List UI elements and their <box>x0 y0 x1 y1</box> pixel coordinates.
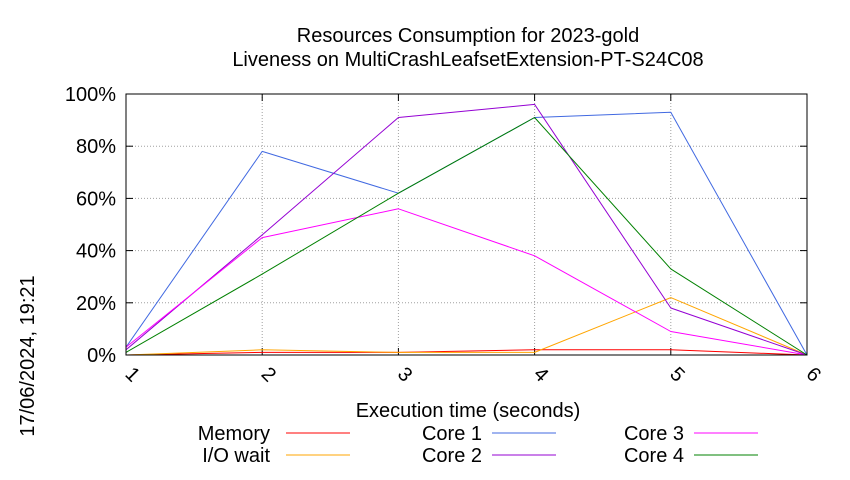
x-tick-label: 5 <box>665 363 688 386</box>
series-line-core-3 <box>125 208 808 356</box>
y-tick-label: 20% <box>76 293 116 315</box>
series-line-core-2 <box>125 103 808 356</box>
legend-label: Core 2 <box>422 445 482 467</box>
y-tick-label: 60% <box>76 188 116 210</box>
chart-subtitle: Liveness on MultiCrashLeafsetExtension-P… <box>232 49 703 71</box>
x-axis-title: Execution time (seconds) <box>356 400 581 422</box>
chart-title: Resources Consumption for 2023-gold <box>297 25 639 47</box>
y-tick-label: 40% <box>76 241 116 263</box>
series-line-core-4 <box>125 117 808 356</box>
legend-label: Memory <box>198 423 270 445</box>
y-axis-ticks: 0% 20% 40% 60% 80% 100% <box>65 84 807 367</box>
legend-label: Core 4 <box>624 445 684 467</box>
series-line-i-o-wait <box>125 297 808 356</box>
x-tick-label: 3 <box>393 363 416 386</box>
legend-label: Core 3 <box>624 423 684 445</box>
x-tick-label: 2 <box>257 363 280 386</box>
x-tick-label: 6 <box>802 363 825 386</box>
grid-lines <box>126 94 807 355</box>
series-line-memory <box>125 349 808 356</box>
y-tick-label: 100% <box>65 84 116 106</box>
series-line-core-1 <box>125 111 808 356</box>
legend-label: I/O wait <box>202 445 270 467</box>
x-tick-label: 4 <box>529 363 552 386</box>
timestamp-stamp: 17/06/2024, 19:21 <box>17 275 39 436</box>
legend-label: Core 1 <box>422 423 482 445</box>
series-lines <box>125 103 808 356</box>
x-axis-ticks: 1 2 3 4 5 6 <box>121 94 825 386</box>
y-tick-label: 0% <box>87 345 116 367</box>
y-tick-label: 80% <box>76 136 116 158</box>
x-tick-label: 1 <box>121 363 144 386</box>
plot-frame <box>125 93 808 356</box>
